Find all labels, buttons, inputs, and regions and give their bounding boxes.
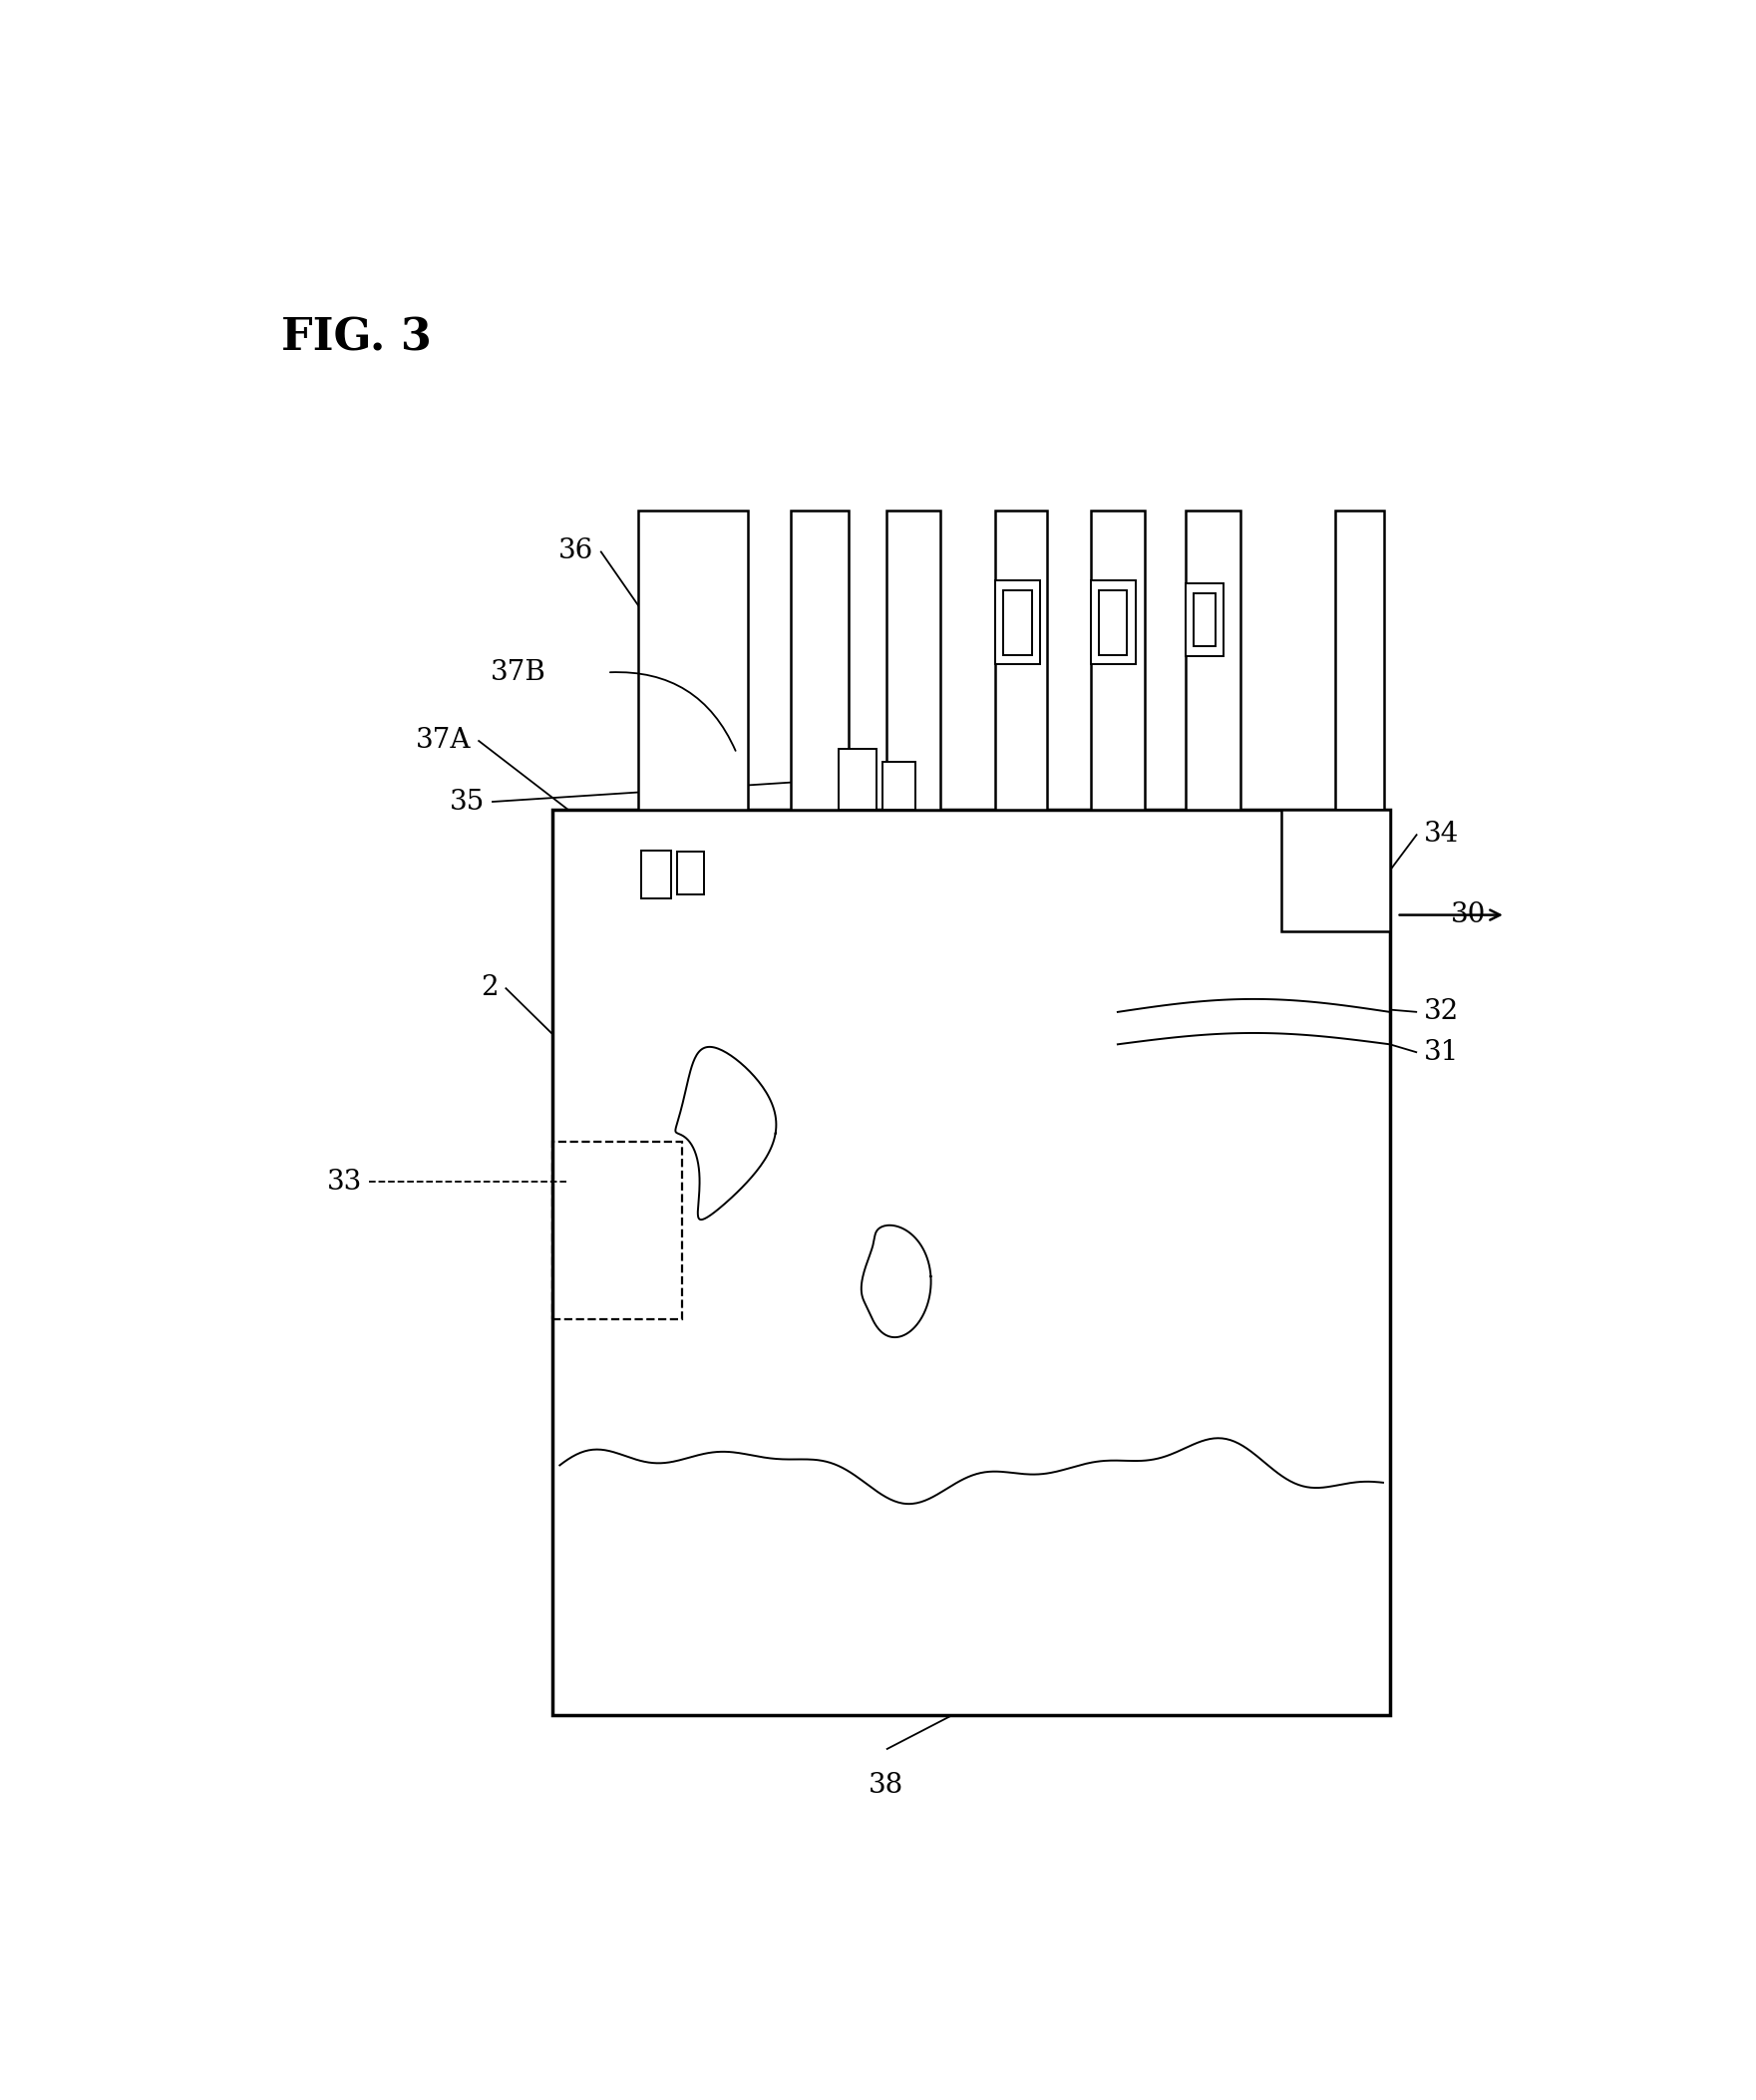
Bar <box>1194 592 1215 647</box>
Text: 2: 2 <box>481 974 499 1002</box>
Bar <box>1003 590 1033 655</box>
Bar <box>996 510 1047 811</box>
Text: FIG. 3: FIG. 3 <box>281 317 432 359</box>
Text: 35: 35 <box>450 788 485 815</box>
Text: 38: 38 <box>869 1772 904 1800</box>
Text: 31: 31 <box>1424 1040 1459 1067</box>
Text: 37A: 37A <box>416 727 471 754</box>
Bar <box>676 853 704 895</box>
Text: 36: 36 <box>558 538 594 565</box>
Bar <box>1090 580 1136 664</box>
Bar <box>839 748 876 811</box>
Bar <box>1090 510 1145 811</box>
Bar <box>553 1142 681 1319</box>
Text: 32: 32 <box>1424 998 1459 1025</box>
Bar <box>887 510 941 811</box>
Bar <box>790 510 848 811</box>
Bar <box>882 762 915 811</box>
Bar <box>641 851 671 899</box>
Text: 30: 30 <box>1450 901 1486 928</box>
Bar <box>639 510 748 811</box>
Text: 33: 33 <box>327 1168 362 1195</box>
Bar <box>1336 510 1384 811</box>
Bar <box>1282 811 1391 930</box>
Bar <box>1185 510 1240 811</box>
Bar <box>553 811 1391 1716</box>
Bar <box>1099 590 1127 655</box>
Bar <box>996 580 1040 664</box>
Text: 34: 34 <box>1424 821 1459 848</box>
Text: 37B: 37B <box>490 659 546 687</box>
Bar <box>1185 584 1224 655</box>
